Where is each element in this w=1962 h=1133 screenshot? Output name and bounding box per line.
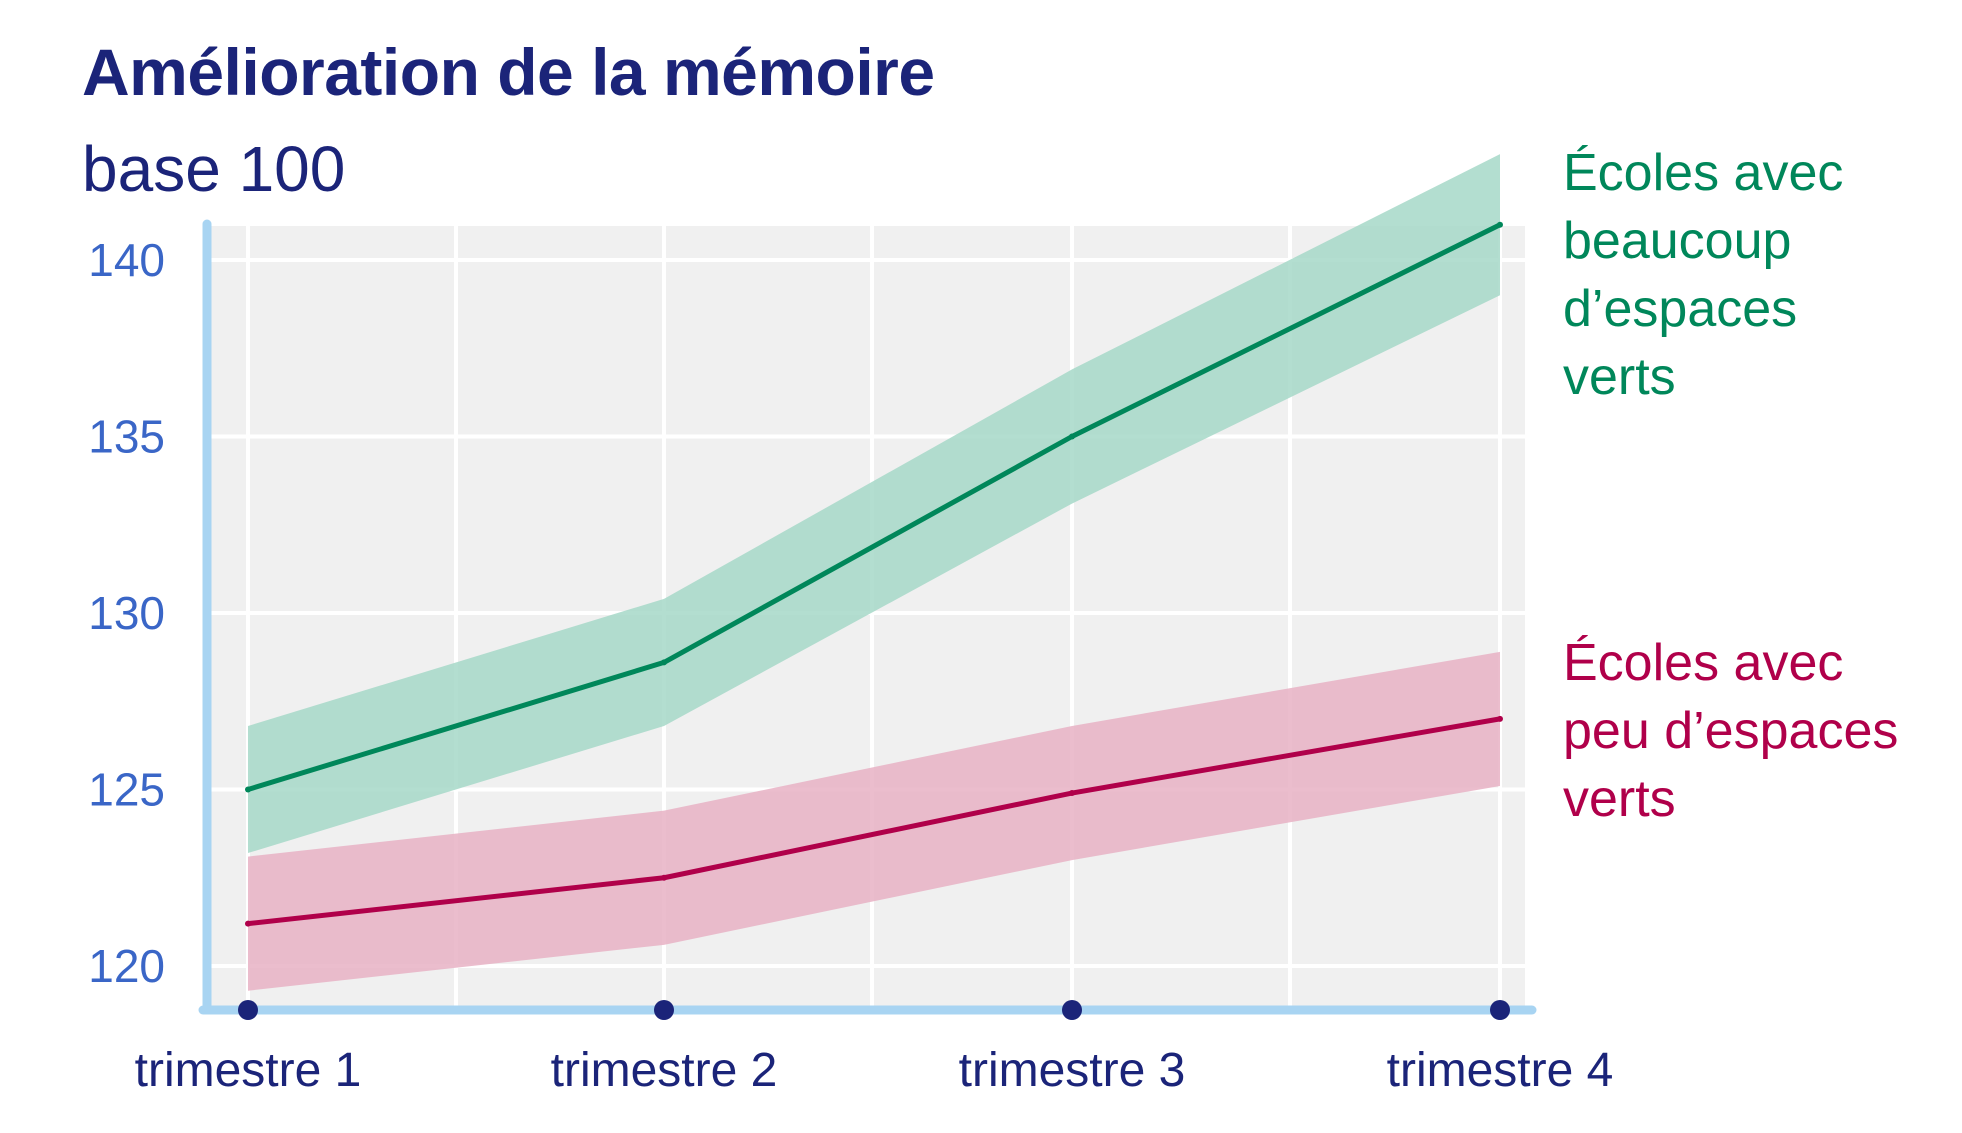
y-tick-label-4: 140 <box>88 234 165 286</box>
chart-title: Amélioration de la mémoire <box>82 35 935 109</box>
series-lines <box>245 221 1503 927</box>
data-point-0-1 <box>661 659 667 666</box>
x-marker-2 <box>1062 1000 1082 1020</box>
x-markers <box>238 1000 1510 1020</box>
data-point-0-3 <box>1497 221 1503 228</box>
data-point-1-2 <box>1069 790 1075 797</box>
x-tick-label-2: trimestre 3 <box>959 1044 1186 1097</box>
series-label-line: verts <box>1563 770 1676 828</box>
x-marker-3 <box>1490 1000 1510 1020</box>
y-tick-label-2: 130 <box>88 587 165 639</box>
series-label-0: Écoles avec beaucoup d’espaces verts <box>1563 144 1843 406</box>
x-tick-label-1: trimestre 2 <box>551 1044 778 1097</box>
y-tick-label-1: 125 <box>88 764 165 816</box>
axes <box>198 219 1537 1015</box>
confidence-band-0 <box>248 154 1500 854</box>
series-label-line: beaucoup <box>1563 212 1791 270</box>
series-line-0 <box>245 222 1503 792</box>
series-label-line: peu d’espaces <box>1563 702 1898 760</box>
chart-subtitle: base 100 <box>82 133 346 205</box>
data-point-1-3 <box>1497 715 1503 722</box>
data-point-0-0 <box>245 786 251 793</box>
y-tick-labels: 120 125 130 135 140 <box>88 234 165 992</box>
series-line-1 <box>245 716 1503 927</box>
series-label-line: d’espaces <box>1563 280 1797 338</box>
series-label-line: verts <box>1563 348 1676 406</box>
x-tick-label-3: trimestre 4 <box>1387 1044 1614 1097</box>
series-labels: Écoles avec beaucoup d’espaces vertsÉcoles … <box>1563 144 1898 828</box>
confidence-bands <box>248 154 1500 991</box>
series-label-line: Écoles avec <box>1563 634 1843 692</box>
x-marker-0 <box>238 1000 258 1020</box>
y-tick-label-3: 135 <box>88 411 165 463</box>
series-label-1: Écoles avec peu d’espaces verts <box>1563 634 1898 828</box>
data-point-1-0 <box>245 920 251 927</box>
x-tick-labels: trimestre 1 trimestre 2 trimestre 3 trimest… <box>135 1044 1614 1097</box>
x-tick-label-0: trimestre 1 <box>135 1044 362 1097</box>
data-point-1-1 <box>661 874 667 881</box>
y-tick-label-0: 120 <box>88 940 165 992</box>
data-point-0-2 <box>1069 433 1075 440</box>
series-label-line: Écoles avec <box>1563 144 1843 202</box>
confidence-band-1 <box>248 651 1500 991</box>
x-marker-1 <box>654 1000 674 1020</box>
